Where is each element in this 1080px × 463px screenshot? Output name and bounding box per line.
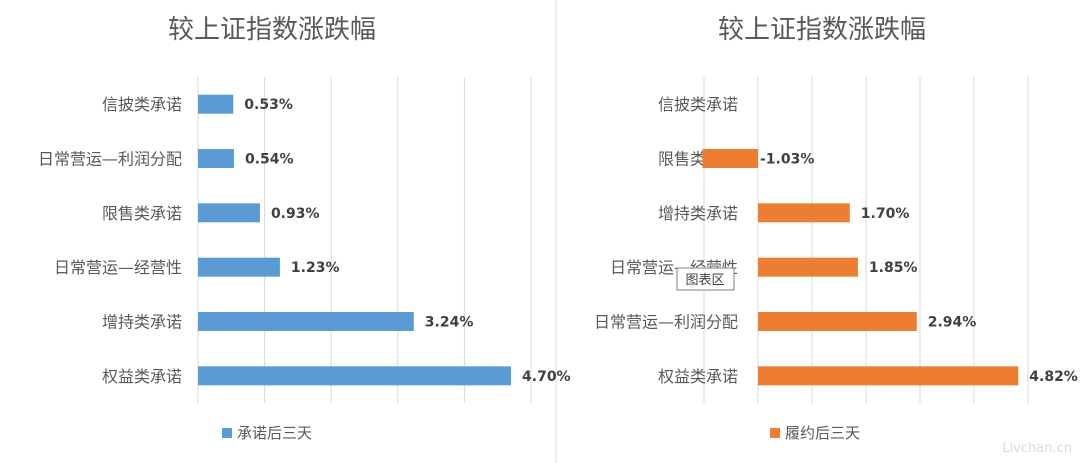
category-label: 日常营运—经营性 — [54, 258, 182, 277]
category-label: 增持类承诺 — [658, 204, 738, 223]
data-label: 3.24% — [425, 315, 474, 331]
bar[interactable] — [758, 257, 858, 277]
category-label: 权益类承诺 — [102, 367, 182, 386]
category-label: 权益类承诺 — [658, 367, 738, 386]
category-label: 信披类承诺 — [658, 95, 738, 114]
bar[interactable] — [198, 257, 280, 277]
legend-label[interactable]: 履约后三天 — [785, 424, 860, 442]
data-label: 4.70% — [522, 369, 571, 385]
bar[interactable] — [702, 149, 758, 168]
data-label: 0.93% — [271, 206, 320, 222]
chart-title: 较上证指数涨跌幅 — [718, 15, 926, 45]
bar[interactable] — [198, 366, 512, 386]
bar[interactable] — [758, 312, 917, 331]
tooltip-box — [676, 267, 735, 291]
data-label: 2.94% — [928, 315, 977, 331]
data-label: 0.54% — [245, 152, 294, 168]
watermark: Livchan.cn — [1002, 441, 1072, 456]
legend-swatch — [222, 428, 232, 438]
tooltip: 图表区 — [676, 267, 735, 291]
bar[interactable] — [758, 366, 1019, 386]
bar[interactable] — [198, 203, 260, 223]
tooltip-text: 图表区 — [685, 273, 724, 288]
category-label: 信披类承诺 — [102, 95, 182, 114]
category-label: 限售类承诺 — [102, 204, 182, 223]
bar[interactable] — [198, 149, 234, 168]
legend-label[interactable]: 承诺后三天 — [237, 424, 312, 442]
category-label: 日常营运—利润分配 — [38, 150, 182, 169]
category-label: 增持类承诺 — [102, 313, 182, 332]
data-label: -1.03% — [760, 152, 814, 168]
category-label: 日常营运—利润分配 — [594, 313, 738, 332]
data-label: 4.82% — [1029, 369, 1078, 385]
bar[interactable] — [758, 203, 850, 223]
data-label: 1.23% — [291, 260, 340, 276]
data-label: 1.70% — [861, 206, 910, 222]
chart-title: 较上证指数涨跌幅 — [168, 15, 376, 45]
bar[interactable] — [198, 94, 234, 114]
bar[interactable] — [198, 312, 414, 331]
data-label: 1.85% — [869, 260, 918, 276]
legend-swatch — [770, 428, 780, 438]
data-label: 0.53% — [244, 97, 293, 113]
